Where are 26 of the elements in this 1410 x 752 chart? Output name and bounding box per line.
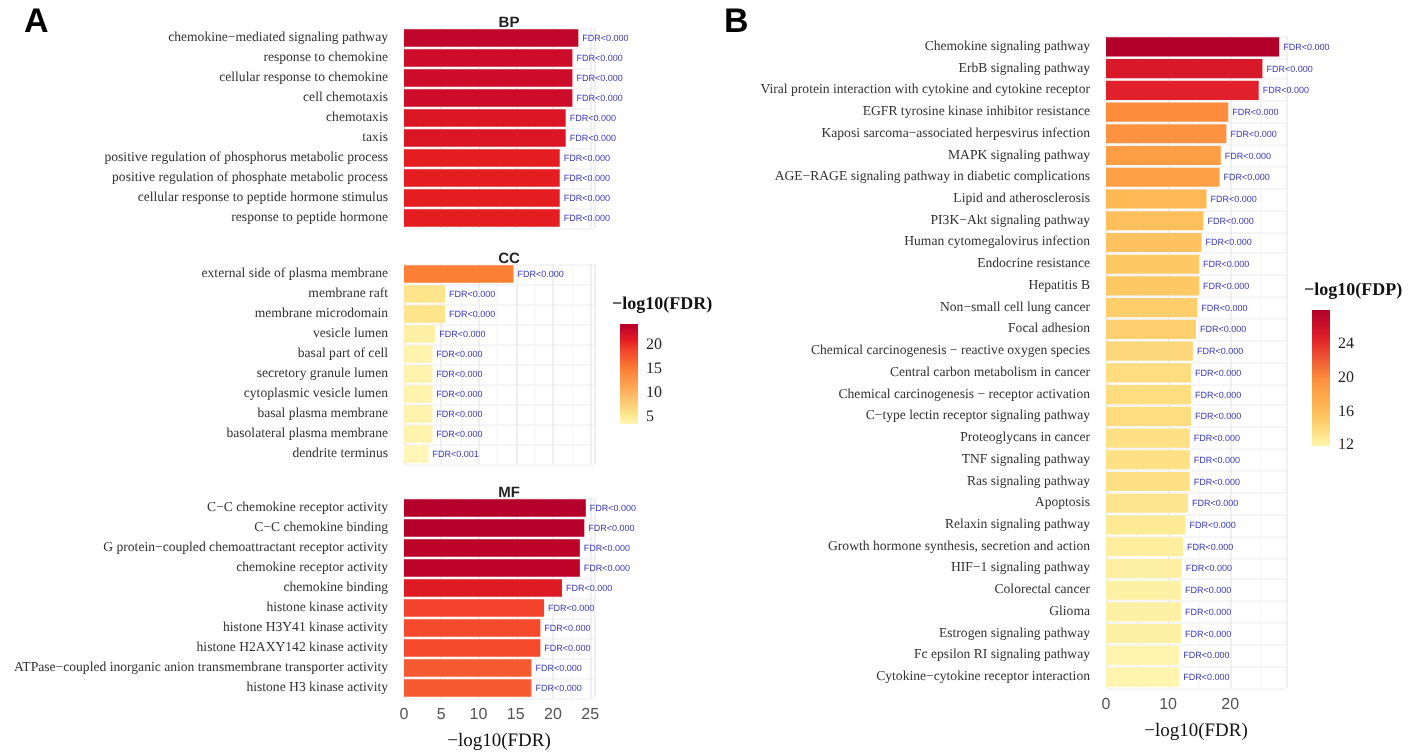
color-bar-label: 10	[646, 383, 662, 402]
x-tick-label: 10	[1159, 695, 1179, 713]
x-tick-label: 10	[469, 705, 489, 723]
x-axis-title: −log10(FDR)	[1144, 721, 1248, 742]
x-tick-label: 20	[1221, 695, 1241, 713]
x-tick-label: 0	[399, 705, 410, 723]
color-bar-label: 20	[646, 335, 662, 354]
text: B	[724, 2, 749, 40]
color-bar-label: 12	[1338, 435, 1354, 454]
bar	[404, 265, 514, 283]
x-tick-label: 20	[544, 705, 564, 723]
text: A	[24, 2, 49, 40]
color-bar-label: 15	[646, 359, 662, 378]
color-bar-label: 5	[646, 407, 654, 426]
color-bar-label: 24	[1338, 333, 1354, 352]
x-tick-label: 25	[581, 705, 601, 723]
x-tick-label: 15	[506, 705, 526, 723]
color-bar-label: 16	[1338, 401, 1354, 420]
bar	[404, 579, 562, 597]
color-bar-title: −log10(FDP)	[1304, 279, 1403, 299]
bar	[1106, 37, 1280, 57]
x-tick-label: 5	[436, 705, 447, 723]
x-axis-title: −log10(FDR)	[447, 731, 551, 752]
color-bar-title: −log10(FDR)	[612, 293, 713, 313]
color-bar-label: 20	[1338, 367, 1354, 386]
x-tick-label: 0	[1101, 695, 1112, 713]
